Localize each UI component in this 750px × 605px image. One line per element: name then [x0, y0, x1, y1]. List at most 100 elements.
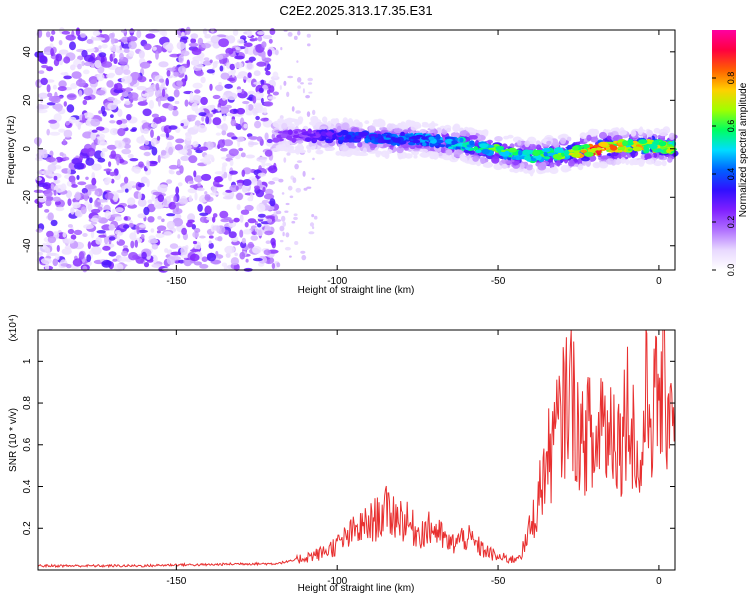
- noise-speck: [239, 229, 244, 238]
- spectrogram-x-label: Height of straight line (km): [298, 285, 415, 296]
- noise-speck: [246, 62, 253, 70]
- noise-speck: [74, 210, 81, 217]
- noise-speck: [219, 65, 224, 72]
- noise-speck: [83, 69, 90, 75]
- noise-speck: [172, 109, 179, 117]
- noise-speck: [236, 107, 246, 115]
- noise-speck: [82, 233, 88, 237]
- noise-speck: [263, 107, 267, 114]
- noise-speck: [157, 97, 161, 107]
- noise-speck: [223, 217, 232, 220]
- noise-speck: [137, 75, 147, 83]
- ridge-core-speck: [532, 150, 541, 157]
- noise-speck: [85, 176, 89, 180]
- ridge-speck: [419, 152, 430, 158]
- noise-speck: [50, 48, 54, 57]
- noise-speck: [229, 159, 234, 167]
- noise-speck: [120, 95, 124, 101]
- noise-speck: [297, 85, 302, 89]
- ridge-core-speck: [643, 145, 649, 151]
- noise-speck: [91, 163, 102, 171]
- noise-speck: [199, 212, 209, 216]
- noise-speck: [128, 252, 139, 261]
- noise-speck: [102, 110, 107, 117]
- ridge-core-speck: [307, 133, 317, 137]
- ridge-core-speck: [638, 139, 648, 145]
- noise-speck: [101, 44, 108, 49]
- ridge-speck: [568, 159, 575, 167]
- noise-speck: [243, 42, 253, 48]
- ridge-speck: [317, 150, 323, 155]
- spectrogram-y-ticks: -40 -20 0 20 40: [22, 46, 675, 253]
- ridge-core-speck: [370, 136, 376, 140]
- ridge-speck: [402, 129, 409, 133]
- noise-speck: [212, 61, 218, 68]
- ridge-speck: [325, 146, 335, 151]
- noise-speck: [156, 225, 167, 231]
- noise-speck: [236, 192, 243, 201]
- ridge-speck: [411, 150, 420, 156]
- ridge-speck: [606, 135, 612, 141]
- noise-speck: [137, 191, 142, 200]
- noise-speck: [187, 213, 196, 222]
- noise-speck: [157, 215, 162, 220]
- noise-speck: [137, 229, 148, 233]
- noise-speck: [160, 184, 169, 188]
- y-tick-label: 20: [22, 94, 33, 106]
- noise-speck: [157, 194, 165, 203]
- noise-speck: [228, 231, 237, 239]
- ridge-speck: [607, 132, 614, 137]
- noise-speck: [307, 82, 313, 85]
- noise-speck: [256, 61, 267, 67]
- noise-speck: [184, 74, 188, 82]
- noise-speck: [201, 173, 212, 181]
- noise-speck: [151, 194, 156, 202]
- noise-speck: [151, 113, 159, 118]
- noise-speck: [52, 196, 61, 202]
- noise-speck: [115, 207, 124, 213]
- noise-speck: [265, 70, 271, 76]
- noise-speck: [296, 60, 299, 63]
- noise-speck: [200, 76, 206, 84]
- noise-speck: [46, 128, 50, 136]
- noise-speck: [185, 26, 191, 35]
- noise-speck: [136, 29, 142, 39]
- ridge-speck: [560, 164, 571, 173]
- ridge-speck: [348, 148, 358, 155]
- ridge-speck: [477, 135, 482, 140]
- noise-speck: [86, 254, 92, 263]
- noise-speck: [145, 160, 150, 169]
- ridge-core-speck: [350, 134, 355, 138]
- noise-speck: [206, 69, 215, 74]
- ridge-speck: [397, 122, 403, 128]
- noise-speck: [37, 109, 48, 114]
- ridge-speck: [668, 132, 676, 140]
- noise-speck: [215, 54, 224, 60]
- noise-speck: [254, 104, 263, 112]
- noise-speck: [218, 38, 230, 48]
- noise-speck: [54, 103, 63, 112]
- ridge-core-speck: [412, 139, 420, 144]
- ridge-speck: [528, 143, 537, 150]
- noise-speck: [90, 48, 96, 52]
- noise-speck: [63, 56, 71, 64]
- noise-speck: [63, 129, 73, 138]
- noise-speck: [189, 253, 200, 262]
- noise-speck: [77, 181, 87, 186]
- ridge-core-speck: [475, 149, 482, 154]
- noise-speck: [312, 226, 315, 230]
- noise-speck: [136, 136, 146, 144]
- noise-speck: [91, 177, 97, 186]
- noise-speck: [91, 208, 101, 214]
- noise-speck: [242, 76, 249, 80]
- noise-speck: [67, 224, 73, 228]
- ridge-speck: [581, 156, 590, 162]
- colorbar: 0.0 0.2 0.4 0.6 0.8 Normalized spectral ampl…: [712, 30, 749, 276]
- noise-speck: [62, 232, 67, 238]
- snr-y-label: SNR (10 * v/v): [8, 408, 19, 472]
- snr-line: [37, 329, 676, 569]
- noise-speck: [205, 116, 210, 125]
- noise-speck: [267, 89, 271, 95]
- noise-speck: [264, 67, 269, 72]
- ridge-speck: [358, 152, 369, 157]
